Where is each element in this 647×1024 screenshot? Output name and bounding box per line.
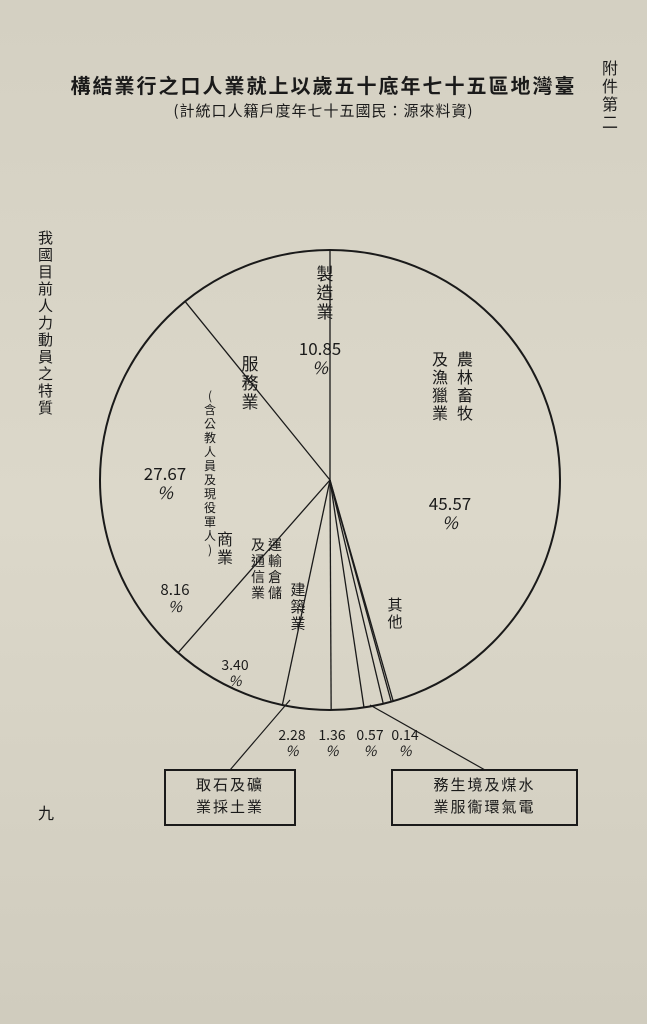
- svg-text:儲: 儲: [268, 583, 282, 603]
- svg-text:務生境及煤水: 務生境及煤水: [433, 774, 535, 795]
- svg-text:牧: 牧: [457, 400, 473, 424]
- chart-title: 構結業行之口人業就上以歲五十底年七十五區地灣臺: [60, 70, 587, 99]
- page-number: 九: [38, 800, 54, 824]
- svg-text:他: 他: [387, 611, 402, 632]
- appendix-label: 附件第二: [598, 60, 622, 132]
- svg-text:%: %: [399, 741, 413, 761]
- svg-text:%: %: [229, 671, 243, 691]
- svg-text:業: 業: [432, 400, 448, 424]
- svg-text:業: 業: [251, 583, 265, 603]
- svg-text:%: %: [168, 596, 183, 617]
- svg-text:業: 業: [317, 298, 334, 323]
- pie-chart: 農林畜牧及漁獵業45.57%其他0.14%0.57%1.36%建築業2.28%運…: [70, 180, 590, 860]
- svg-text:業: 業: [217, 544, 233, 568]
- side-note: 我國目前人力動員之特質: [35, 230, 56, 417]
- svg-text:業: 業: [242, 388, 259, 413]
- svg-text:%: %: [326, 741, 340, 761]
- svg-text:%: %: [312, 354, 329, 379]
- svg-text:業服衞環氣電: 業服衞環氣電: [433, 796, 535, 817]
- chart-subtitle: (計統口人籍戶度年七十五國民：源來料資): [60, 100, 587, 121]
- svg-text:取石及礦: 取石及礦: [196, 774, 264, 795]
- svg-text:): ): [208, 541, 212, 558]
- svg-text:業: 業: [290, 613, 305, 634]
- svg-text:%: %: [364, 741, 378, 761]
- svg-text:業採土業: 業採土業: [196, 796, 264, 817]
- svg-text:%: %: [157, 479, 174, 504]
- svg-text:%: %: [286, 741, 300, 761]
- svg-text:%: %: [442, 509, 459, 534]
